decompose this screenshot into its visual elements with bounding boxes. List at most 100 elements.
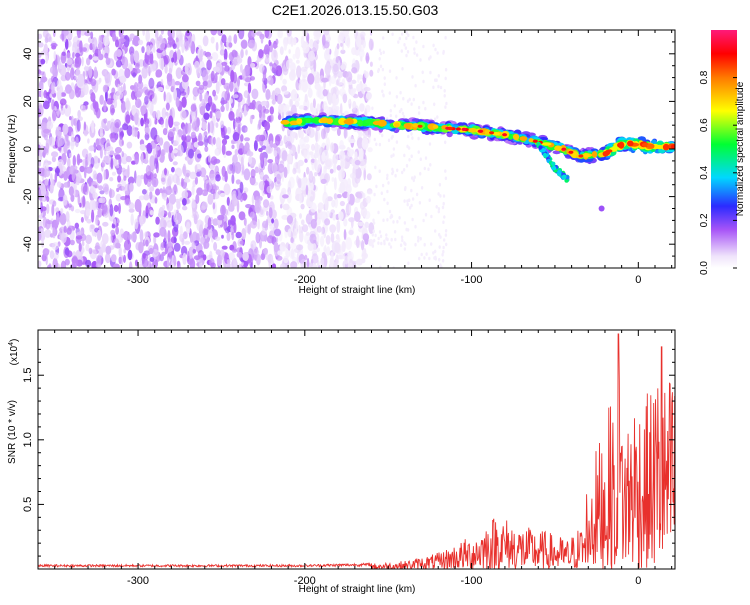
noise-speck: [441, 205, 445, 210]
noise-speck: [340, 42, 343, 47]
noise-speck: [182, 74, 189, 83]
noise-speck: [206, 55, 213, 60]
noise-speck: [251, 114, 255, 120]
noise-speck: [414, 83, 417, 88]
noise-speck: [56, 79, 62, 89]
noise-speck: [75, 176, 81, 186]
noise-speck: [288, 150, 293, 154]
noise-speck: [406, 144, 409, 149]
noise-speck: [444, 35, 447, 40]
ridge-peak: [417, 124, 423, 128]
noise-speck: [282, 203, 290, 211]
noise-speck: [279, 263, 286, 268]
noise-speck: [336, 79, 339, 86]
noise-speck: [144, 127, 151, 133]
noise-speck: [203, 135, 209, 147]
noise-speck: [203, 112, 210, 120]
noise-speck: [235, 179, 241, 185]
snr-y-multiplier: (x104): [8, 339, 20, 366]
y-tick-label: 0.5: [22, 497, 34, 512]
ridge-peak: [532, 139, 538, 143]
noise-speck: [296, 59, 300, 64]
ridge-mark: [343, 119, 351, 124]
noise-speck: [233, 87, 238, 96]
noise-speck: [306, 59, 311, 68]
noise-speck: [140, 117, 145, 127]
noise-speck: [104, 70, 108, 78]
noise-speck: [221, 61, 228, 66]
noise-speck: [348, 138, 356, 144]
noise-speck: [145, 164, 151, 176]
noise-speck: [92, 192, 98, 200]
noise-speck: [202, 69, 209, 82]
noise-speck: [111, 87, 116, 95]
noise-speck: [54, 172, 58, 183]
noise-speck: [207, 217, 212, 230]
noise-speck: [98, 53, 104, 61]
noise-speck: [333, 193, 338, 200]
noise-speck: [53, 252, 59, 260]
noise-speck: [166, 72, 173, 83]
noise-speck: [93, 155, 99, 164]
noise-speck: [382, 218, 385, 222]
noise-speck: [165, 118, 169, 131]
noise-speck: [390, 237, 393, 242]
noise-speck: [174, 81, 181, 86]
noise-speck: [226, 85, 230, 94]
noise-speck: [129, 46, 135, 56]
noise-speck: [76, 119, 81, 132]
noise-speck: [401, 32, 404, 36]
noise-speck: [401, 170, 404, 175]
noise-speck: [40, 228, 44, 235]
noise-speck: [176, 260, 180, 267]
noise-speck: [339, 150, 346, 162]
noise-speck: [401, 238, 404, 243]
noise-speck: [306, 150, 310, 161]
noise-speck: [211, 52, 219, 61]
noise-speck: [109, 204, 114, 217]
noise-speck: [40, 202, 43, 214]
noise-speck: [248, 151, 254, 157]
noise-speck: [62, 123, 69, 135]
noise-speck: [149, 44, 154, 55]
noise-speck: [195, 194, 200, 204]
noise-speck: [348, 217, 355, 223]
noise-speck: [120, 38, 126, 43]
noise-speck: [199, 167, 207, 178]
noise-speck: [263, 199, 270, 208]
noise-speck: [76, 235, 83, 240]
noise-speck: [423, 256, 426, 260]
noise-speck: [114, 146, 122, 154]
noise-speck: [411, 75, 414, 79]
noise-speck: [322, 89, 328, 97]
noise-speck: [102, 183, 109, 192]
noise-speck: [111, 68, 116, 76]
noise-speck: [378, 142, 382, 147]
noise-speck: [77, 73, 85, 87]
noise-speck: [387, 138, 391, 143]
noise-speck: [228, 204, 235, 212]
noise-speck: [273, 241, 279, 253]
noise-speck: [121, 233, 128, 239]
noise-speck: [227, 164, 233, 175]
noise-speck: [68, 186, 74, 197]
noise-speck: [437, 74, 440, 78]
noise-speck: [40, 122, 48, 130]
noise-speck: [74, 85, 81, 98]
noise-speck: [269, 62, 273, 67]
noise-speck: [433, 102, 436, 107]
noise-speck: [390, 214, 394, 219]
noise-speck: [366, 173, 372, 181]
ridge-mark: [519, 136, 528, 142]
noise-speck: [406, 99, 410, 103]
noise-speck: [226, 232, 231, 241]
noise-speck: [85, 166, 93, 174]
noise-speck: [91, 120, 95, 134]
noise-speck: [118, 202, 121, 214]
noise-speck: [141, 46, 145, 54]
noise-speck: [412, 97, 415, 102]
noise-speck: [348, 229, 354, 236]
noise-speck: [287, 180, 292, 193]
noise-speck: [111, 224, 116, 229]
